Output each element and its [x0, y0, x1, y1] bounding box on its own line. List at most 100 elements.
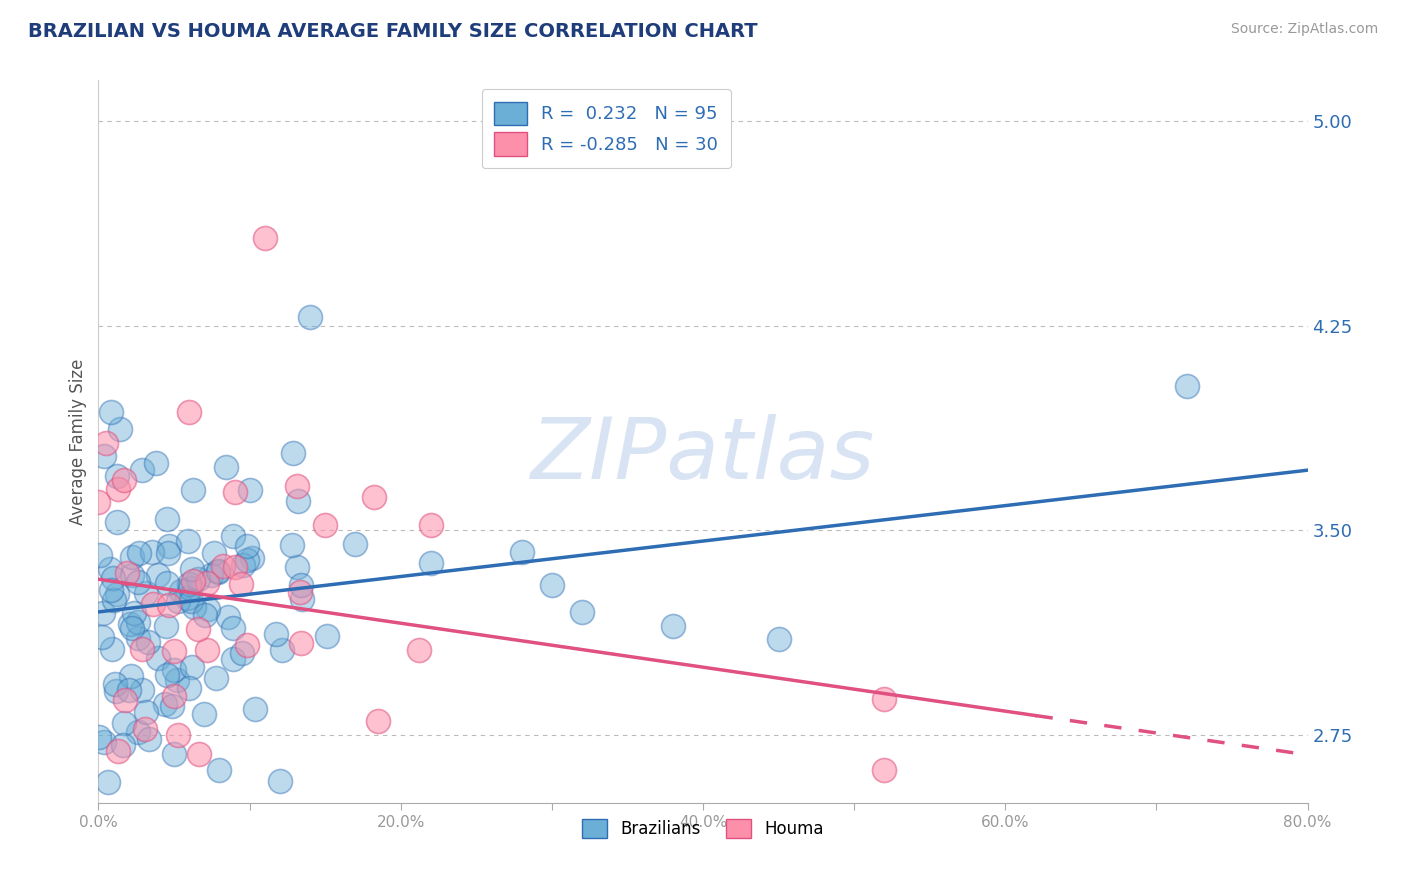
Point [229, 577, 252, 591]
Point [187, 572, 209, 586]
Point [235, 639, 257, 653]
Point [120, 669, 142, 683]
Point [180, 594, 202, 608]
Point [104, 677, 127, 691]
Point [167, 728, 190, 742]
Point [156, 546, 179, 560]
Point [131, 683, 153, 698]
Point [253, 231, 276, 245]
Point [127, 615, 149, 629]
Point [177, 577, 200, 591]
Point [235, 539, 257, 553]
Point [285, 559, 308, 574]
Point [873, 692, 896, 706]
Point [157, 540, 180, 554]
Point [101, 642, 124, 657]
Point [208, 763, 231, 777]
Point [207, 566, 229, 580]
Point [290, 635, 312, 649]
Point [98, 562, 121, 576]
Point [177, 405, 200, 419]
Point [200, 567, 222, 582]
Point [134, 723, 156, 737]
Point [269, 774, 291, 789]
Point [197, 642, 219, 657]
Point [93, 450, 115, 464]
Point [176, 591, 198, 606]
Point [204, 672, 226, 686]
Point [135, 586, 157, 600]
Point [661, 618, 683, 632]
Legend: Brazilians, Houma: Brazilians, Houma [575, 813, 831, 845]
Point [240, 551, 263, 566]
Point [224, 485, 246, 500]
Point [89, 731, 111, 745]
Point [281, 446, 304, 460]
Point [367, 714, 389, 728]
Point [90, 630, 112, 644]
Point [103, 571, 125, 585]
Point [194, 607, 217, 622]
Point [540, 577, 562, 591]
Point [87, 495, 110, 509]
Point [231, 647, 253, 661]
Point [183, 599, 205, 614]
Point [163, 663, 186, 677]
Point [177, 681, 200, 695]
Point [155, 618, 177, 632]
Point [315, 629, 337, 643]
Point [103, 592, 125, 607]
Point [112, 473, 135, 487]
Point [138, 732, 160, 747]
Point [118, 682, 141, 697]
Point [156, 512, 179, 526]
Point [197, 602, 219, 616]
Point [215, 460, 238, 475]
Point [195, 576, 218, 591]
Point [114, 693, 136, 707]
Point [148, 568, 170, 582]
Point [363, 490, 385, 504]
Point [179, 581, 201, 595]
Point [105, 683, 128, 698]
Point [127, 725, 149, 739]
Point [127, 632, 149, 646]
Point [873, 763, 896, 777]
Point [141, 545, 163, 559]
Point [131, 463, 153, 477]
Point [232, 558, 254, 572]
Point [100, 583, 122, 598]
Point [177, 533, 200, 548]
Point [270, 642, 292, 657]
Point [163, 747, 186, 761]
Point [121, 621, 143, 635]
Point [97, 775, 120, 789]
Point [110, 422, 132, 436]
Point [222, 621, 245, 635]
Point [105, 587, 128, 601]
Point [160, 699, 183, 714]
Point [510, 545, 533, 559]
Point [408, 643, 430, 657]
Point [281, 538, 304, 552]
Point [181, 574, 204, 589]
Text: Source: ZipAtlas.com: Source: ZipAtlas.com [1230, 22, 1378, 37]
Text: BRAZILIAN VS HOUMA AVERAGE FAMILY SIZE CORRELATION CHART: BRAZILIAN VS HOUMA AVERAGE FAMILY SIZE C… [28, 22, 758, 41]
Point [420, 517, 443, 532]
Point [166, 673, 188, 687]
Point [187, 747, 209, 761]
Point [202, 546, 225, 560]
Point [344, 537, 367, 551]
Point [142, 597, 165, 611]
Point [156, 668, 179, 682]
Point [222, 652, 245, 666]
Point [207, 564, 229, 578]
Point [145, 456, 167, 470]
Point [264, 627, 287, 641]
Point [166, 594, 188, 608]
Point [170, 584, 193, 599]
Point [224, 559, 246, 574]
Point [288, 585, 311, 599]
Point [236, 553, 259, 567]
Point [193, 707, 215, 722]
